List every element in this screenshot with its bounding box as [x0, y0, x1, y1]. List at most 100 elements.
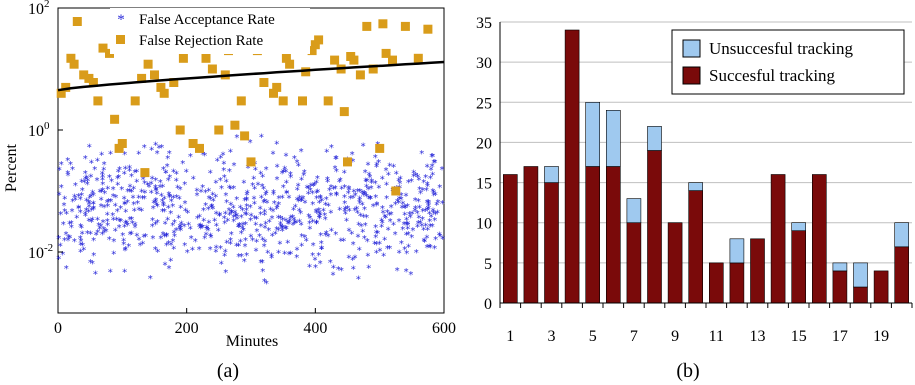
far-point: *	[288, 170, 293, 181]
frr-point	[298, 96, 307, 106]
far-point: *	[338, 176, 343, 187]
far-point: *	[357, 246, 362, 257]
bar-successful	[894, 246, 910, 304]
far-point: *	[402, 203, 407, 214]
far-point: *	[154, 201, 159, 212]
far-point: *	[153, 176, 158, 187]
far-point: *	[377, 247, 382, 258]
far-point: *	[299, 241, 304, 252]
far-point: *	[70, 165, 75, 176]
far-point: *	[115, 174, 120, 185]
far-point: *	[372, 239, 377, 250]
far-point: *	[78, 234, 83, 245]
frr-point	[69, 59, 79, 69]
far-point: *	[264, 165, 269, 176]
far-point: *	[73, 196, 78, 207]
far-point: *	[129, 215, 134, 226]
far-point: *	[228, 200, 233, 211]
far-point: *	[229, 230, 234, 241]
far-point: *	[310, 251, 315, 262]
frr-point	[88, 78, 98, 87]
far-point: *	[299, 175, 304, 186]
far-point: *	[432, 216, 437, 227]
far-point: *	[349, 230, 354, 241]
far-point: *	[270, 232, 275, 243]
far-point: *	[79, 237, 84, 248]
far-point: *	[145, 180, 150, 191]
far-point: *	[291, 206, 296, 217]
far-point: *	[271, 188, 276, 199]
far-point: *	[111, 237, 116, 248]
far-point: *	[167, 149, 172, 160]
far-point: *	[80, 186, 85, 197]
far-point: *	[241, 226, 246, 237]
far-point: *	[263, 224, 268, 235]
frr-point	[355, 70, 365, 80]
far-point: *	[141, 175, 146, 186]
far-point: *	[363, 221, 368, 232]
far-point: *	[78, 247, 83, 258]
far-point: *	[274, 140, 279, 151]
far-point: *	[168, 256, 173, 267]
far-point: *	[329, 183, 334, 194]
far-point: *	[132, 207, 137, 218]
far-point: *	[227, 211, 232, 222]
far-point: *	[150, 222, 155, 233]
far-point: *	[178, 226, 183, 237]
far-point: *	[99, 196, 104, 207]
far-point: *	[415, 209, 420, 220]
far-point: *	[158, 178, 163, 189]
far-point: *	[423, 222, 428, 233]
far-point: *	[155, 218, 160, 229]
far-point: *	[202, 234, 207, 245]
far-point: *	[295, 185, 300, 196]
far-point: *	[405, 221, 410, 232]
far-point: *	[279, 224, 284, 235]
far-point: *	[416, 219, 421, 230]
far-point: *	[79, 224, 84, 235]
far-point: *	[167, 192, 172, 203]
bar-x-tick-label: 9	[671, 328, 679, 345]
far-point: *	[430, 187, 435, 198]
far-point: *	[165, 154, 170, 165]
far-point: *	[363, 168, 368, 179]
far-point: *	[201, 216, 206, 227]
far-point: *	[333, 155, 338, 166]
far-point: *	[342, 206, 347, 217]
far-point: *	[262, 197, 267, 208]
far-point: *	[129, 188, 134, 199]
far-point: *	[119, 185, 124, 196]
far-point: *	[263, 238, 268, 249]
far-point: *	[223, 191, 228, 202]
bar-successful	[564, 29, 580, 304]
far-point: *	[160, 182, 165, 193]
far-point: *	[178, 223, 183, 234]
far-point: *	[312, 181, 317, 192]
far-point: *	[264, 279, 269, 290]
far-point: *	[418, 218, 423, 229]
far-point: *	[122, 195, 127, 206]
bar-series	[502, 29, 910, 304]
far-point: *	[427, 210, 432, 221]
far-point: *	[224, 239, 229, 250]
far-point: *	[142, 143, 147, 154]
far-point: *	[178, 222, 183, 233]
far-point: *	[264, 188, 269, 199]
legend-box	[110, 8, 310, 54]
far-point: *	[292, 154, 297, 165]
far-point: *	[295, 196, 300, 207]
far-point: *	[210, 205, 215, 216]
frr-point	[413, 53, 423, 63]
far-point: *	[101, 166, 106, 177]
legend-marker-frr	[116, 35, 125, 44]
far-point: *	[78, 195, 83, 206]
far-point: *	[339, 185, 344, 196]
far-point: *	[313, 255, 318, 266]
bar-y-tick-label: 10	[476, 216, 492, 233]
far-point: *	[88, 258, 93, 269]
far-point: *	[106, 197, 111, 208]
far-point: *	[118, 204, 123, 215]
far-point: *	[91, 200, 96, 211]
frr-point	[230, 120, 240, 130]
far-point: *	[85, 177, 90, 188]
